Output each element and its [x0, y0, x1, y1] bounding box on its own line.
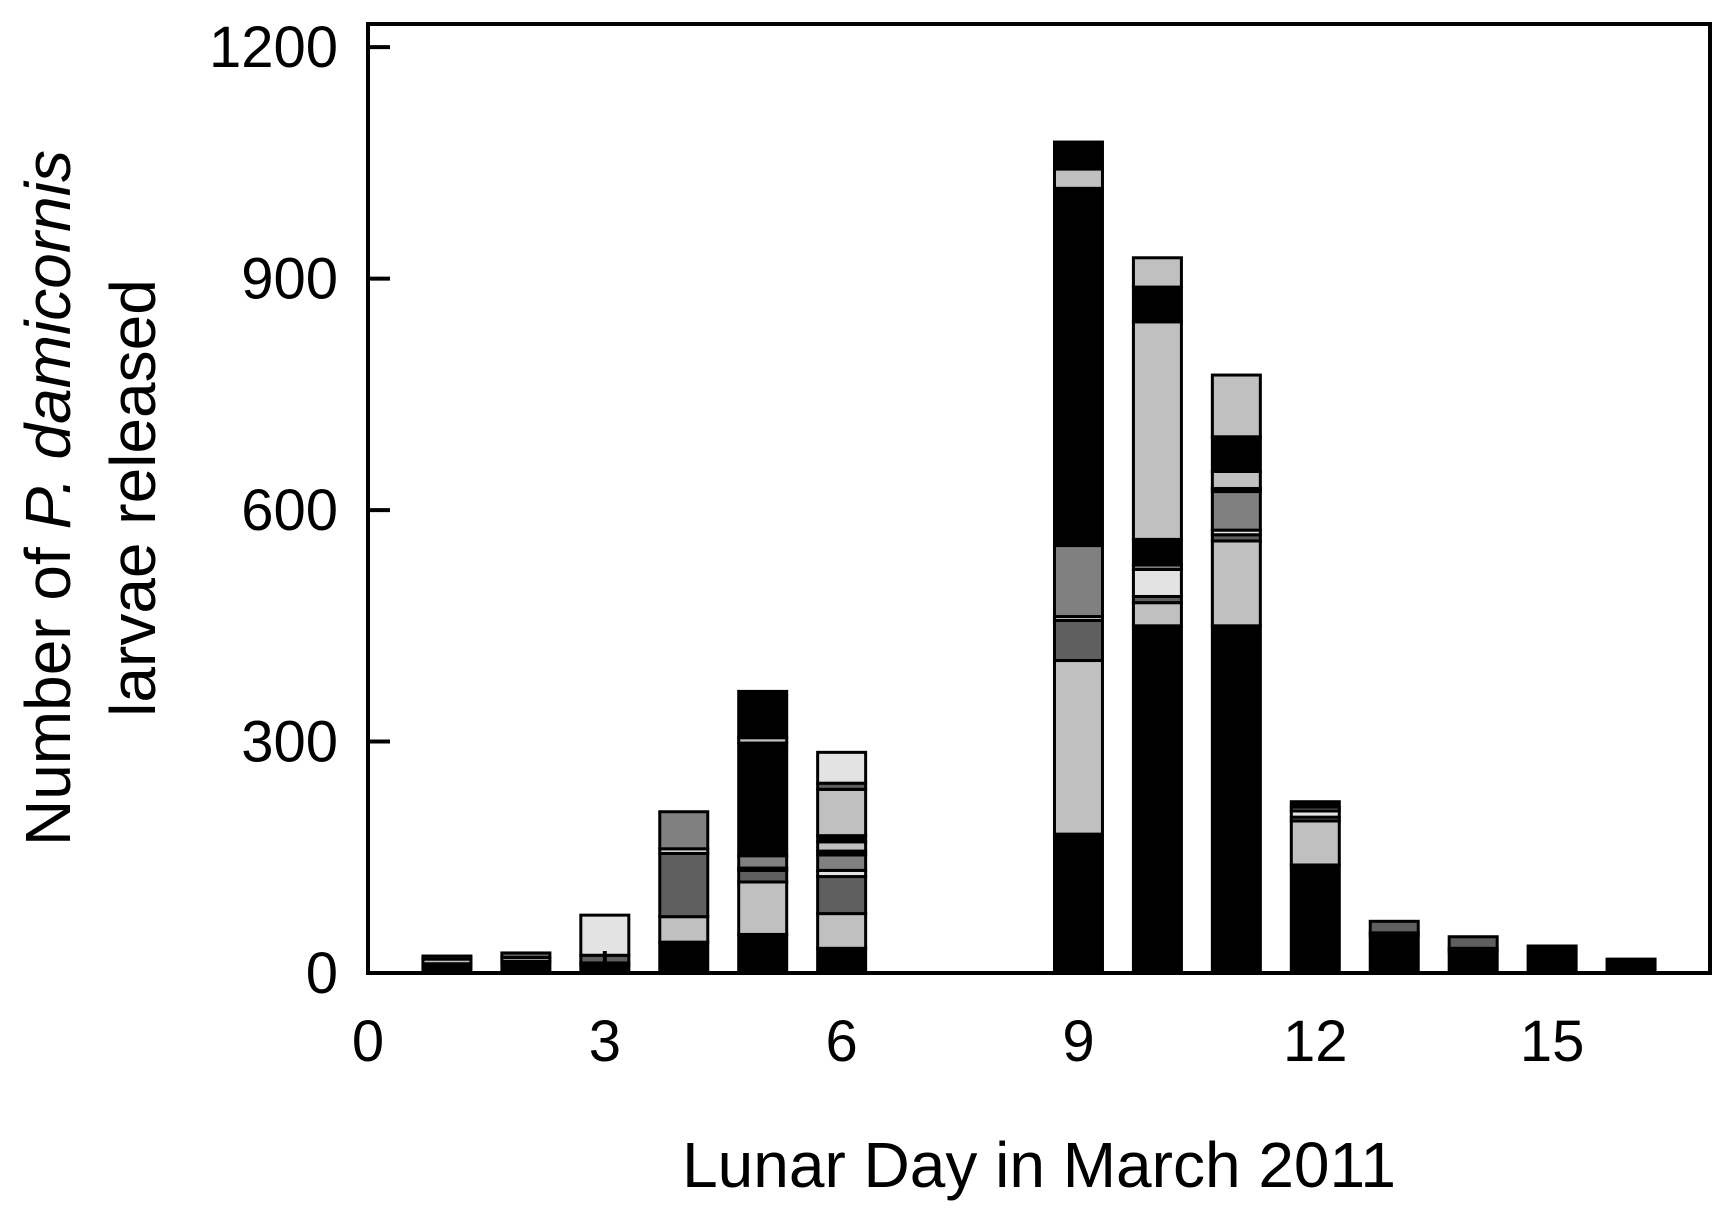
bar-segment	[500, 951, 552, 960]
y-axis-title-prefix: Number of	[12, 529, 84, 846]
bar-segment	[658, 915, 710, 944]
bar-segment	[1368, 934, 1420, 975]
bar-segment	[579, 913, 631, 957]
y-axis-title-line-1: Number of P. damicornis	[12, 150, 84, 846]
x-tick-label: 3	[589, 1009, 621, 1074]
x-tick-label: 15	[1520, 1009, 1585, 1074]
x-tick-label: 9	[1062, 1009, 1094, 1074]
y-tick-label: 300	[241, 710, 338, 775]
bar-segment	[816, 912, 868, 950]
bar-segment	[1052, 544, 1104, 619]
y-axis-title-line-2: larvae released	[97, 279, 169, 717]
bar-segment	[1368, 919, 1420, 935]
bar-segment	[1210, 539, 1262, 628]
bar-segment	[816, 750, 868, 785]
bar-segment	[658, 810, 710, 851]
bar-segment	[500, 959, 552, 975]
bar-segment	[1052, 659, 1104, 836]
bar-segment	[1131, 537, 1183, 567]
x-axis-title: Lunar Day in March 2011	[682, 1129, 1396, 1201]
bar-segment	[1052, 832, 1104, 975]
y-axis-title-species: P. damicornis	[12, 150, 84, 529]
x-tick-label: 0	[352, 1009, 384, 1074]
bar-segment	[658, 851, 710, 919]
ticks-layer: 0 300 600 900 1200 0 3 6 9 12 15	[209, 15, 1584, 1074]
bar-segment	[1447, 935, 1499, 950]
bar-segment	[1210, 624, 1262, 975]
bar-segment	[737, 868, 789, 884]
bar-segment	[1210, 469, 1262, 490]
bar-segment	[1131, 624, 1183, 975]
bar-segment	[1131, 285, 1183, 324]
bar-segment	[658, 940, 710, 975]
bar-segment	[737, 741, 789, 858]
bar-segment	[1210, 435, 1262, 473]
bar-segment	[816, 875, 868, 916]
bars-layer	[421, 140, 1657, 975]
bar-segment	[737, 854, 789, 870]
bar-segment	[816, 787, 868, 838]
x-tick-label: 12	[1283, 1009, 1348, 1074]
y-tick-label: 1200	[209, 15, 338, 80]
bar-segment	[1052, 167, 1104, 190]
bar-segment	[816, 853, 868, 872]
bar-segment	[1052, 140, 1104, 171]
bar-segment	[1289, 800, 1341, 809]
bar-segment	[1447, 949, 1499, 975]
bar-segment	[1131, 601, 1183, 628]
bar-segment	[1131, 320, 1183, 541]
bar-segment	[1605, 957, 1657, 975]
bar-segment	[1131, 256, 1183, 289]
y-axis-title: Number of P. damicornis larvae released	[12, 150, 169, 846]
plot-frame	[366, 22, 1712, 975]
bar-segment	[421, 954, 473, 961]
bar-segment	[737, 932, 789, 975]
y-tick-label: 600	[241, 478, 338, 543]
y-tick-label: 0	[306, 941, 338, 1006]
bar-segment	[1289, 819, 1341, 867]
y-tick-label: 900	[241, 247, 338, 312]
bar-segment	[737, 880, 789, 936]
bar-segment	[1210, 490, 1262, 532]
bar-segment	[1052, 186, 1104, 548]
x-tick-label: 6	[826, 1009, 858, 1074]
bar-segment	[1210, 373, 1262, 439]
bar-segment	[1131, 567, 1183, 598]
bar-segment	[1052, 618, 1104, 663]
bar-segment	[737, 689, 789, 740]
